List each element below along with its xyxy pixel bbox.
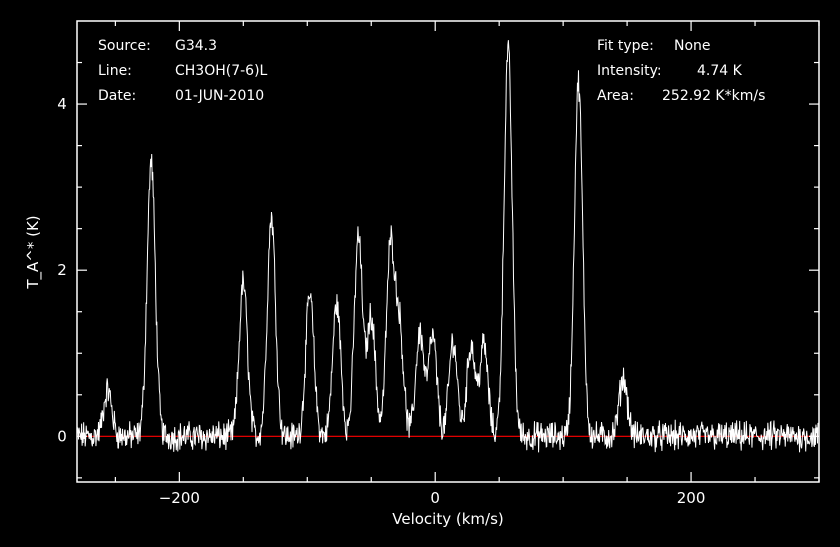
plot-frame [76, 20, 820, 483]
fit-type-value: None [674, 38, 711, 54]
y-tick-label: 4 [57, 95, 67, 113]
plot-layer [76, 40, 819, 453]
line-value: CH3OH(7-6)L [175, 63, 268, 79]
x-tick-label: 0 [430, 489, 440, 507]
date-label: Date: [98, 88, 136, 104]
x-tick-label: 200 [677, 489, 706, 507]
area-value: 252.92 K*km/s [662, 88, 765, 104]
spectrum-line [76, 40, 819, 453]
y-tick-label: 0 [57, 427, 67, 445]
x-tick-label: −200 [159, 489, 200, 507]
y-tick-label: 2 [57, 261, 67, 279]
source-value: G34.3 [175, 38, 217, 54]
axis-layer: −200 0 200 0 2 4 [57, 21, 820, 507]
intensity-label: Intensity: [597, 63, 662, 79]
line-label: Line: [98, 63, 132, 79]
x-axis-label: Velocity (km/s) [392, 510, 503, 528]
date-value: 01-JUN-2010 [175, 88, 264, 104]
source-label: Source: [98, 38, 151, 54]
area-label: Area: [597, 88, 634, 104]
y-axis-label: T_A^* (K) [24, 215, 43, 289]
fit-type-label: Fit type: [597, 38, 654, 54]
intensity-value: 4.74 K [697, 63, 743, 79]
